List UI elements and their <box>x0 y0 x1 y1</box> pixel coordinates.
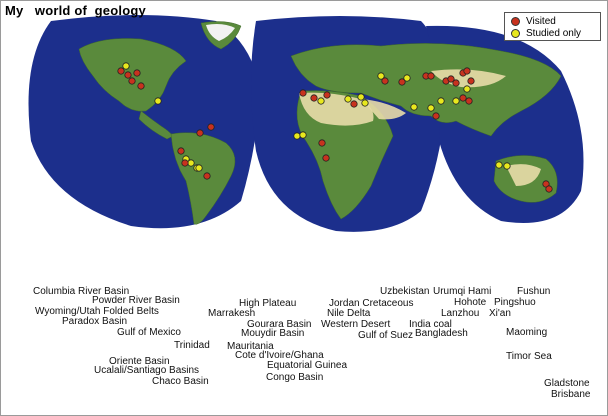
place-label: Pingshuo <box>494 297 536 308</box>
legend-item-visited: Visited <box>511 15 556 27</box>
page-title: My world of geology <box>5 3 146 18</box>
place-label: Equatorial Guinea <box>267 360 348 371</box>
visited-site-marker <box>299 89 307 97</box>
place-label: Paradox Basin <box>62 316 128 327</box>
place-label: Marrakesh <box>208 308 256 319</box>
visited-site-marker <box>137 82 145 90</box>
place-label: Bangladesh <box>415 328 468 339</box>
studied-site-marker <box>410 103 418 111</box>
place-label: India coal <box>409 319 452 330</box>
visited-site-marker <box>322 154 330 162</box>
place-label: Congo Basin <box>266 372 324 383</box>
studied-site-marker <box>187 159 195 167</box>
legend-label-visited: Visited <box>526 15 556 27</box>
site-markers <box>117 62 553 193</box>
visited-site-marker <box>318 139 326 147</box>
visited-site-marker <box>133 69 141 77</box>
studied-site-marker <box>427 104 435 112</box>
ice-caps <box>206 24 235 41</box>
visited-site-marker <box>467 77 475 85</box>
studied-site-marker <box>503 162 511 170</box>
place-label: Oriente Basin <box>109 356 170 367</box>
visited-site-marker <box>128 77 136 85</box>
legend-label-studied: Studied only <box>526 27 582 39</box>
visited-site-marker <box>381 77 389 85</box>
visited-site-marker <box>196 129 204 137</box>
place-label: Urumqi Hami <box>433 286 492 297</box>
place-label: Trinidad <box>174 340 210 351</box>
place-label: Powder River Basin <box>92 295 180 306</box>
landmasses <box>78 21 562 225</box>
place-label: Timor Sea <box>506 351 552 362</box>
studied-site-marker <box>195 164 203 172</box>
studied-site-marker <box>122 62 130 70</box>
studied-site-marker <box>403 74 411 82</box>
place-label: Maoming <box>506 327 548 338</box>
visited-site-marker <box>117 67 125 75</box>
visited-site-marker <box>465 97 473 105</box>
studied-marker-icon <box>511 28 520 38</box>
visited-site-marker <box>463 67 471 75</box>
studied-site-marker <box>437 97 445 105</box>
studied-site-marker <box>463 85 471 93</box>
place-label: Fushun <box>517 286 551 297</box>
place-label: High Plateau <box>239 298 297 309</box>
place-label: Mauritania <box>227 341 274 352</box>
place-label: Western Desert <box>321 319 391 330</box>
place-label: Gourara Basin <box>247 319 312 330</box>
visited-site-marker <box>124 71 132 79</box>
visited-site-marker <box>398 78 406 86</box>
studied-site-marker <box>154 97 162 105</box>
studied-site-marker <box>344 95 352 103</box>
place-label: Ucalali/Santiago Basins <box>94 365 200 376</box>
place-label: Brisbane <box>551 389 591 400</box>
visited-site-marker <box>207 123 215 131</box>
visited-site-marker <box>181 159 189 167</box>
visited-site-marker <box>310 94 318 102</box>
place-label: Wyoming/Utah Folded Belts <box>35 306 159 317</box>
place-label: Gulf of Mexico <box>117 327 181 338</box>
place-label: Xi'an <box>489 308 511 319</box>
studied-site-marker <box>293 132 301 140</box>
visited-site-marker <box>427 72 435 80</box>
studied-site-marker <box>495 161 503 169</box>
visited-site-marker <box>177 147 185 155</box>
studied-site-marker <box>317 97 325 105</box>
legend: Visited Studied only <box>504 12 601 41</box>
legend-item-studied: Studied only <box>511 27 581 39</box>
place-label: Cote d'Ivoire/Ghana <box>235 350 324 361</box>
visited-site-marker <box>545 185 553 193</box>
visited-site-marker <box>459 94 467 102</box>
visited-site-marker <box>452 79 460 87</box>
studied-site-marker <box>377 72 385 80</box>
studied-site-marker <box>361 99 369 107</box>
place-label: Jordan Cretaceous <box>329 298 414 309</box>
studied-site-marker <box>357 93 365 101</box>
place-label: Gulf of Suez <box>358 330 414 341</box>
studied-site-marker <box>299 131 307 139</box>
visited-site-marker <box>432 112 440 120</box>
visited-marker-icon <box>511 16 520 26</box>
place-label: Nile Delta <box>327 308 371 319</box>
place-label: Hohote <box>454 297 487 308</box>
place-label: Chaco Basin <box>152 376 209 387</box>
place-label: Gladstone <box>544 378 590 389</box>
visited-site-marker <box>350 100 358 108</box>
place-label: Mouydir Basin <box>241 328 305 339</box>
visited-site-marker <box>323 91 331 99</box>
visited-site-marker <box>447 75 455 83</box>
studied-site-marker <box>452 97 460 105</box>
visited-site-marker <box>203 172 211 180</box>
place-label: Lanzhou <box>441 308 480 319</box>
place-label: Columbia River Basin <box>33 286 130 297</box>
place-label: Uzbekistan <box>380 286 430 297</box>
